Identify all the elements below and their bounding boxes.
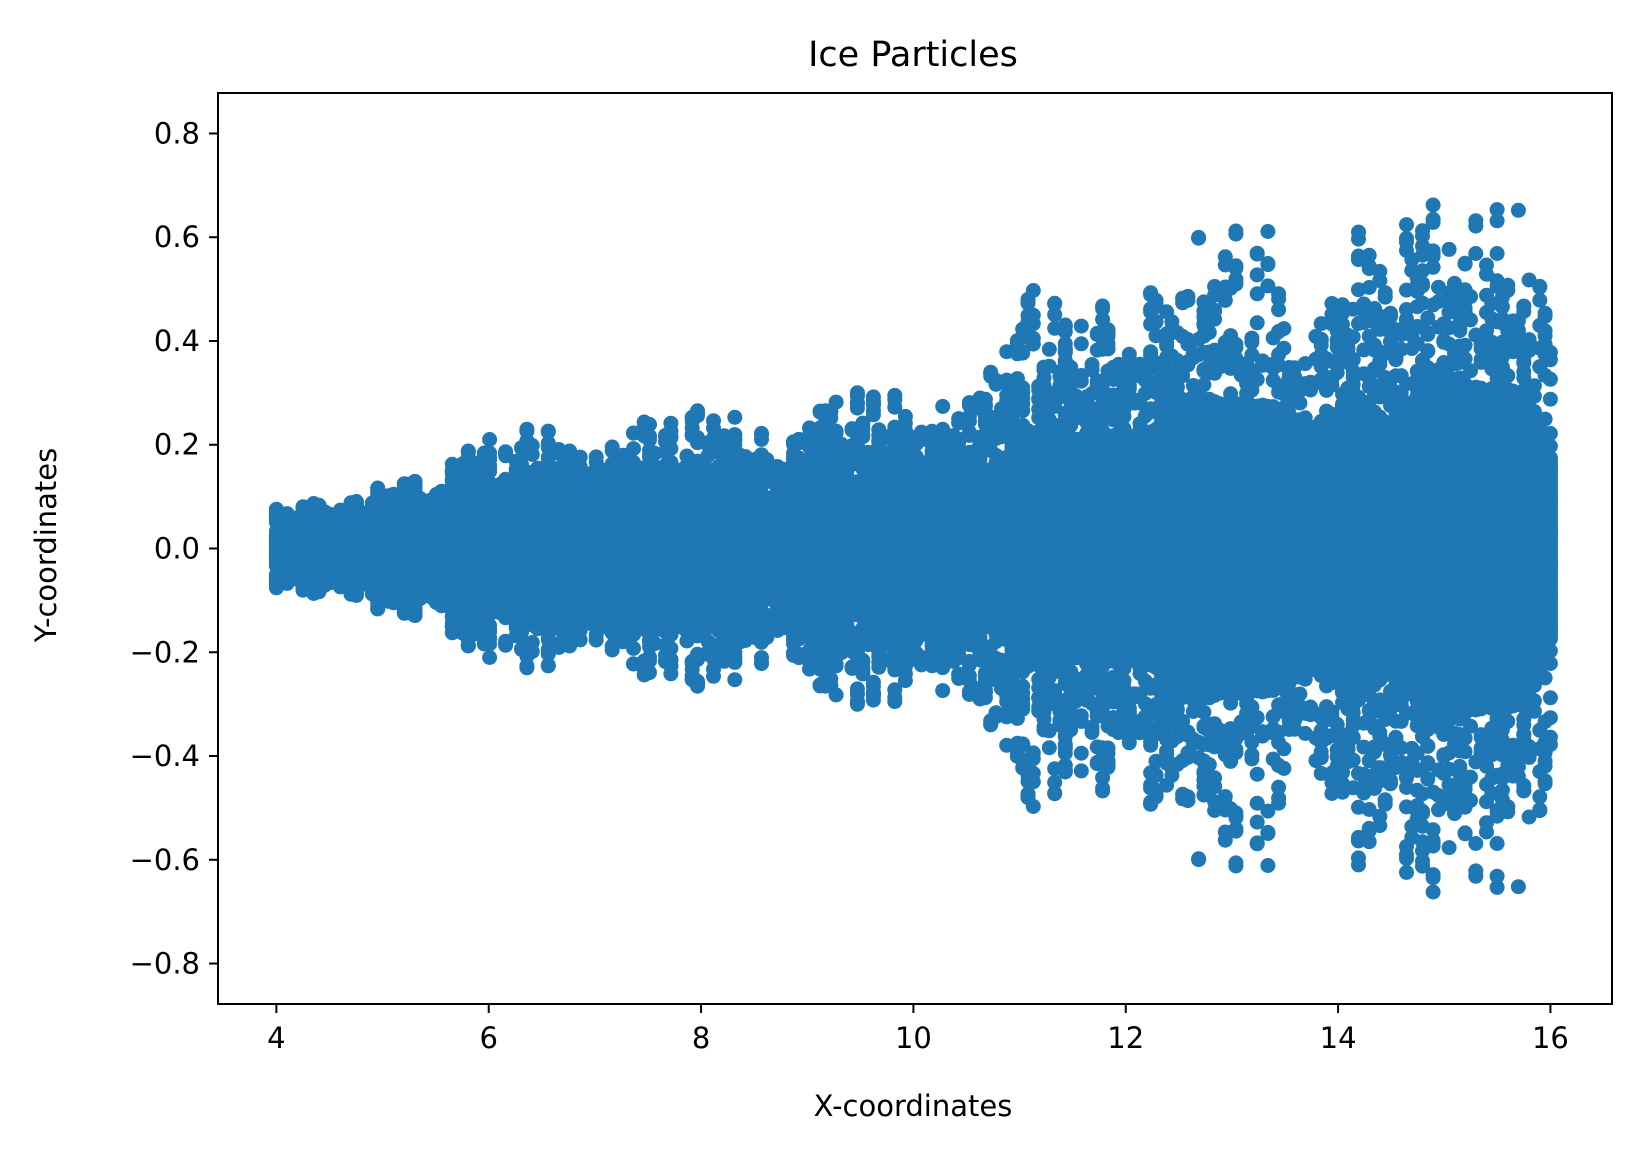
data-point bbox=[977, 690, 993, 706]
data-point bbox=[897, 408, 913, 424]
data-point bbox=[1047, 785, 1063, 801]
data-point bbox=[407, 474, 423, 490]
data-point bbox=[519, 423, 535, 439]
data-point bbox=[855, 660, 871, 676]
data-point bbox=[1025, 799, 1041, 814]
data-point bbox=[727, 650, 743, 666]
data-point bbox=[1015, 396, 1031, 412]
data-point bbox=[588, 632, 604, 648]
data-point bbox=[977, 391, 993, 407]
points-layer bbox=[268, 197, 1558, 900]
data-point bbox=[524, 644, 540, 659]
data-point bbox=[1095, 298, 1111, 314]
data-point bbox=[519, 658, 535, 674]
data-point bbox=[1047, 296, 1063, 312]
data-point bbox=[828, 394, 844, 410]
data-point bbox=[754, 425, 769, 441]
data-point bbox=[626, 441, 641, 457]
data-point bbox=[1057, 762, 1073, 778]
data-point bbox=[935, 683, 951, 699]
data-point bbox=[370, 480, 386, 496]
data-point bbox=[690, 673, 705, 689]
data-point bbox=[1073, 745, 1089, 761]
data-point bbox=[727, 431, 743, 447]
data-point bbox=[1073, 763, 1089, 779]
data-point bbox=[1025, 765, 1041, 781]
data-point bbox=[524, 438, 540, 453]
data-point bbox=[1057, 341, 1073, 356]
data-point bbox=[823, 671, 839, 687]
data-point bbox=[1015, 685, 1031, 701]
data-point bbox=[935, 398, 951, 414]
data-point bbox=[1148, 788, 1164, 804]
data-point bbox=[482, 432, 498, 447]
data-point bbox=[727, 409, 743, 425]
data-point bbox=[1041, 341, 1057, 357]
data-point bbox=[1100, 324, 1116, 340]
data-point bbox=[1095, 783, 1111, 799]
data-point bbox=[1041, 740, 1057, 756]
data-point bbox=[482, 622, 498, 638]
data-point bbox=[482, 459, 498, 475]
data-point bbox=[855, 421, 871, 437]
data-point bbox=[690, 408, 705, 424]
data-point bbox=[849, 400, 865, 416]
data-point bbox=[828, 687, 844, 703]
data-point bbox=[572, 632, 588, 648]
data-point bbox=[1073, 336, 1089, 352]
data-point bbox=[1057, 319, 1073, 335]
data-point bbox=[1073, 318, 1089, 334]
data-point bbox=[626, 640, 641, 656]
data-point bbox=[865, 407, 881, 423]
data-point bbox=[370, 601, 386, 617]
data-point bbox=[727, 672, 743, 688]
data-point bbox=[540, 424, 556, 440]
data-point bbox=[865, 674, 881, 690]
data-point bbox=[540, 657, 556, 673]
data-point bbox=[1025, 336, 1041, 352]
data-point bbox=[642, 653, 657, 669]
data-point bbox=[1100, 757, 1116, 773]
data-point bbox=[460, 444, 476, 460]
data-point bbox=[663, 653, 679, 669]
data-point bbox=[588, 449, 604, 465]
data-point bbox=[663, 428, 679, 444]
data-point bbox=[1148, 293, 1164, 309]
data-point bbox=[482, 650, 498, 665]
data-point bbox=[642, 428, 657, 444]
data-point bbox=[572, 449, 588, 465]
data-point bbox=[1025, 745, 1041, 761]
data-point bbox=[1057, 741, 1073, 756]
data-point bbox=[1025, 316, 1041, 332]
data-point bbox=[754, 656, 769, 672]
data-point bbox=[1025, 283, 1041, 298]
data-point bbox=[897, 673, 913, 689]
data-point bbox=[460, 637, 476, 653]
data-point bbox=[407, 607, 423, 623]
data-point bbox=[849, 681, 865, 697]
data-point bbox=[823, 410, 839, 426]
